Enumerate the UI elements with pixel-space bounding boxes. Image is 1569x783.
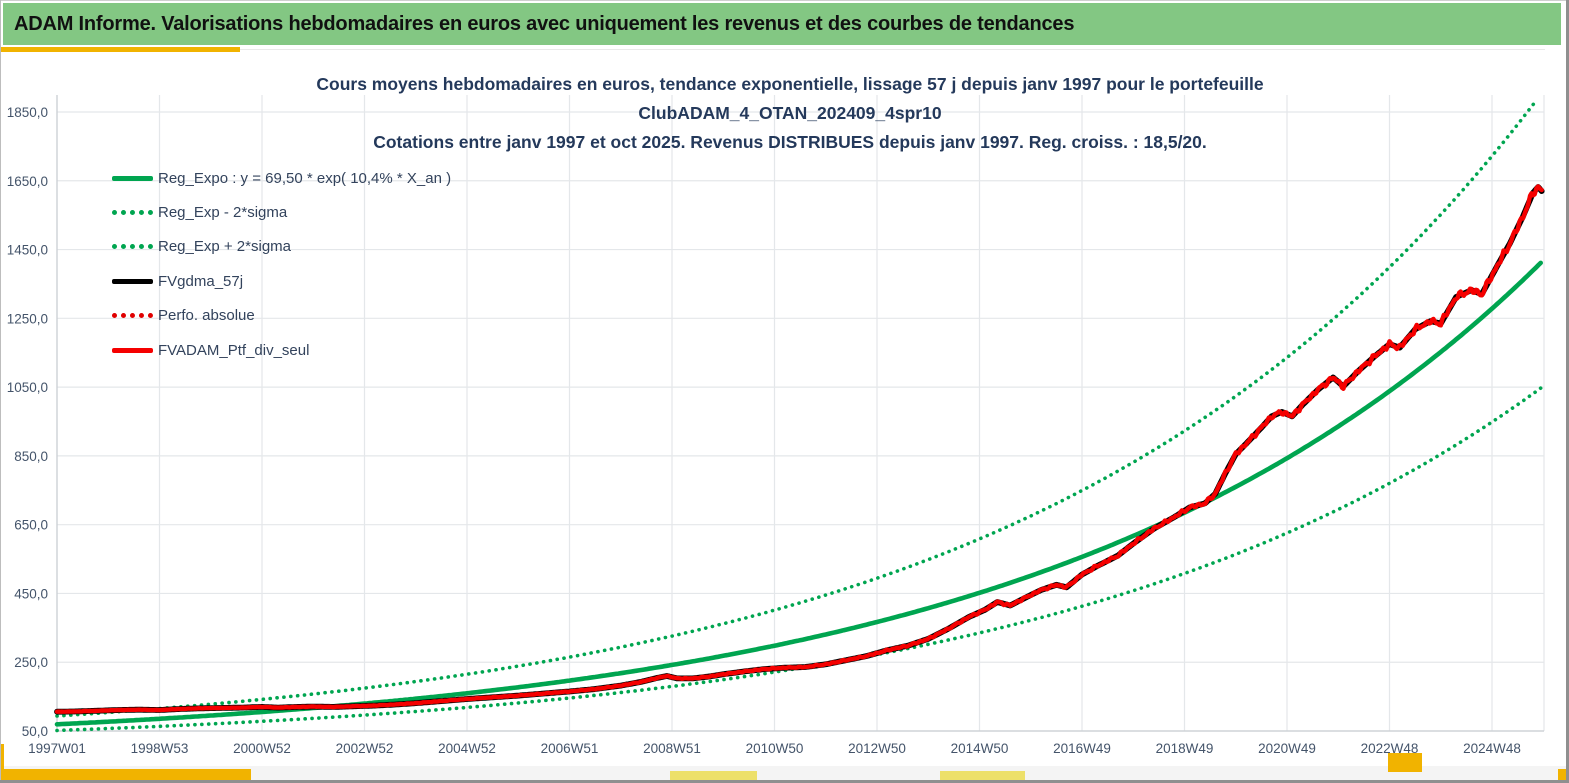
x-tick-label: 2022W48 (1361, 741, 1419, 756)
x-tick-label: 2010W50 (746, 741, 804, 756)
red-dotted-swatch-icon (112, 313, 153, 319)
legend-item-2: Reg_Exp - 2*sigma (112, 195, 451, 229)
window-border-bottom (0, 780, 1569, 783)
x-tick-label: 1998W53 (131, 741, 189, 756)
green-dotted-swatch-icon (112, 210, 153, 216)
legend-label: FVADAM_Ptf_div_seul (158, 341, 310, 359)
red-solid-swatch-icon (112, 347, 153, 353)
x-tick-label: 2002W52 (336, 741, 394, 756)
y-tick-label: 650,0 (14, 518, 48, 533)
pale-yellow-accent-bar (670, 771, 757, 780)
black-solid-swatch-icon (112, 278, 153, 284)
green-solid-swatch-icon (112, 175, 153, 181)
legend-item-5: Perfo. absolue (112, 299, 451, 333)
legend-item-1: Reg_Expo : y = 69,50 * exp( 10,4% * X_an… (112, 161, 451, 195)
legend-label: FVgdma_57j (158, 272, 244, 290)
header-bar: ADAM Informe. Valorisations hebdomadaire… (3, 3, 1561, 45)
header-title: ADAM Informe. Valorisations hebdomadaire… (14, 12, 1075, 35)
x-tick-label: 2012W50 (848, 741, 906, 756)
amber-accent-bar (1388, 753, 1422, 772)
legend-item-4: FVgdma_57j (112, 264, 451, 298)
y-tick-label: 1250,0 (7, 311, 48, 326)
x-tick-label: 2016W49 (1053, 741, 1111, 756)
pale-yellow-accent-bar (940, 771, 1025, 780)
amber-accent-bar (0, 47, 240, 52)
y-tick-label: 850,0 (14, 449, 48, 464)
series-fvadam-ptf-div-seul (54, 184, 1544, 714)
x-tick-label: 2020W49 (1258, 741, 1316, 756)
series-reg-exp-plus-2sigma (55, 99, 1538, 718)
chart-legend: Reg_Expo : y = 69,50 * exp( 10,4% * X_an… (112, 161, 451, 367)
legend-label: Reg_Expo : y = 69,50 * exp( 10,4% * X_an… (158, 169, 452, 187)
amber-accent-bar (0, 744, 4, 780)
y-tick-label: 1050,0 (7, 380, 48, 395)
x-tick-label: 2024W48 (1463, 741, 1521, 756)
legend-label: Reg_Exp + 2*sigma (158, 238, 291, 256)
amber-accent-bar (1558, 769, 1567, 780)
bottom-strip (1, 766, 1566, 780)
y-tick-label: 1450,0 (7, 243, 48, 258)
legend-label: Perfo. absolue (158, 307, 255, 325)
x-tick-label: 2018W49 (1156, 741, 1214, 756)
y-tick-label: 1850,0 (7, 105, 48, 120)
y-tick-label: 450,0 (14, 586, 48, 601)
y-tick-label: 250,0 (14, 655, 48, 670)
window-border-top (0, 0, 1569, 1)
x-tick-label: 2004W52 (438, 741, 496, 756)
legend-item-3: Reg_Exp + 2*sigma (112, 230, 451, 264)
y-tick-label: 50,0 (22, 724, 48, 739)
window-border-right (1566, 0, 1569, 783)
x-tick-label: 2000W52 (233, 741, 291, 756)
x-tick-label: 2006W51 (541, 741, 599, 756)
green-dotted-swatch-icon (112, 244, 153, 250)
legend-item-6: FVADAM_Ptf_div_seul (112, 333, 451, 367)
window-border-left (0, 0, 1, 783)
x-tick-label: 1997W01 (28, 741, 86, 756)
y-tick-label: 1650,0 (7, 174, 48, 189)
x-tick-label: 2014W50 (951, 741, 1009, 756)
amber-accent-bar (0, 769, 251, 780)
legend-label: Reg_Exp - 2*sigma (158, 204, 288, 222)
x-tick-label: 2008W51 (643, 741, 701, 756)
divider-line (240, 49, 1545, 50)
